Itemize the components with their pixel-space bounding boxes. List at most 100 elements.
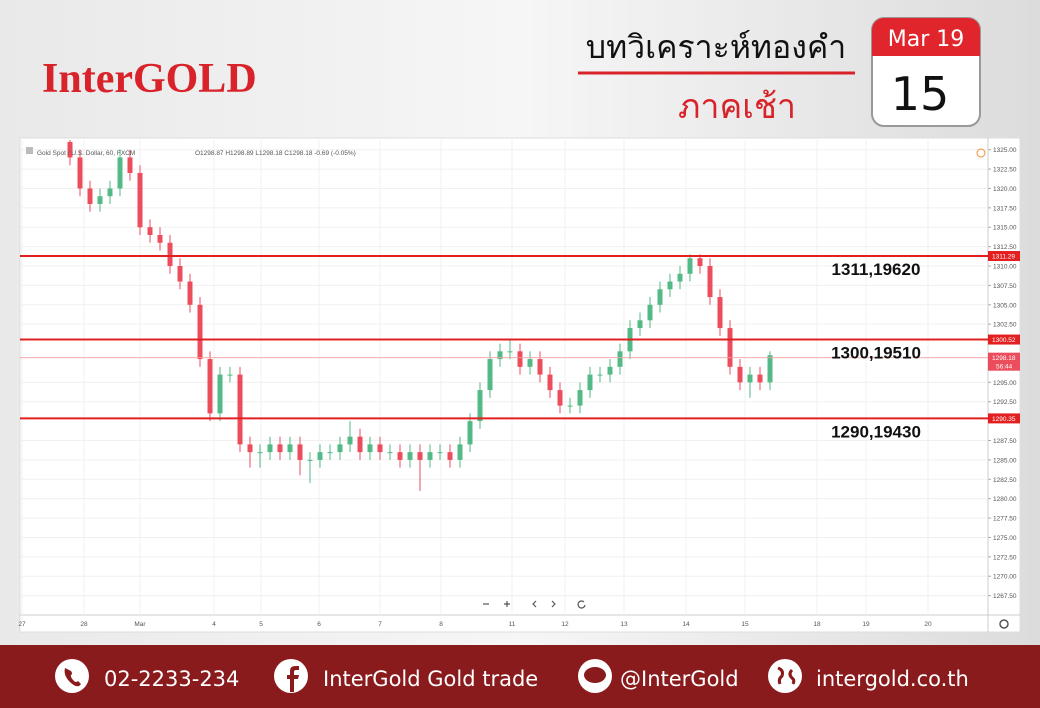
footer xyxy=(0,645,1040,708)
candle-body xyxy=(97,196,103,204)
level-note: 1311,19620 xyxy=(832,260,921,279)
candle-body xyxy=(337,444,343,453)
x-tick-label: 20 xyxy=(924,621,932,628)
level-badge xyxy=(988,413,1020,424)
candle-body xyxy=(67,141,73,158)
x-tick-label: 12 xyxy=(561,621,569,628)
y-tick-label: 1295.00 xyxy=(993,380,1017,387)
candle-body xyxy=(417,452,423,460)
x-tick-label: 13 xyxy=(620,621,628,628)
alert-icon xyxy=(976,148,986,158)
y-tick-label: 1312.50 xyxy=(993,244,1017,251)
y-tick-label: 1267.50 xyxy=(993,593,1017,600)
candle-body xyxy=(307,459,313,461)
y-tick-label: 1307.50 xyxy=(993,283,1017,290)
candle-body xyxy=(317,452,323,460)
candle-body xyxy=(287,444,293,453)
candle-body xyxy=(387,452,393,454)
globe-glyph xyxy=(777,666,796,685)
candle-body xyxy=(257,452,263,454)
candle-body xyxy=(737,366,743,383)
level-badge xyxy=(988,251,1020,262)
line: @InterGold xyxy=(620,667,739,691)
y-tick-label: 1270.00 xyxy=(993,574,1017,581)
y-tick-label: 1315.00 xyxy=(993,225,1017,232)
zoom-in[interactable] xyxy=(504,601,510,607)
candle-body xyxy=(267,444,273,453)
candle-body xyxy=(527,359,533,367)
candle-body xyxy=(457,444,463,460)
level-badge-label: 1311.29 xyxy=(992,254,1015,261)
symbol-icon xyxy=(26,147,33,154)
candle-body xyxy=(467,421,473,445)
ohlc-text: O1298.87 H1298.89 L1298.18 C1298.18 -0.6… xyxy=(195,150,356,157)
x-tick-label: 19 xyxy=(862,621,870,628)
y-tick-label: 1310.00 xyxy=(993,264,1017,271)
candle-body xyxy=(677,273,683,282)
phone-glyph xyxy=(64,668,81,687)
level-badge-label: 1300.52 xyxy=(992,337,1016,344)
scroll-left[interactable] xyxy=(532,600,537,608)
toolbar[interactable] xyxy=(483,600,586,609)
candle-body xyxy=(227,374,233,376)
x-tick-label: 11 xyxy=(509,621,516,628)
candle-body xyxy=(497,351,503,360)
candle-body xyxy=(617,351,623,367)
x-tick-label: Mar xyxy=(134,621,146,628)
candle-body xyxy=(587,374,593,391)
candle-body xyxy=(277,444,283,453)
x-tick-label: 4 xyxy=(212,621,216,628)
logo: InterGOLD xyxy=(42,56,257,102)
candle-body xyxy=(247,444,253,453)
candle-body xyxy=(567,405,573,407)
y-tick-label: 1277.50 xyxy=(993,516,1017,523)
y-tick-label: 1285.00 xyxy=(993,457,1017,464)
candle-body xyxy=(127,157,133,173)
x-tick-label: 18 xyxy=(813,621,821,628)
candle-body xyxy=(657,289,663,305)
candle-body xyxy=(87,188,93,204)
calendar-top xyxy=(872,18,980,56)
candle-body xyxy=(407,452,413,460)
y-tick-label: 1287.50 xyxy=(993,438,1017,445)
level-badge xyxy=(988,334,1020,345)
candle-body xyxy=(537,359,543,375)
candle-body xyxy=(197,304,203,360)
scroll-right[interactable] xyxy=(551,600,556,608)
candle-body xyxy=(577,390,583,406)
facebook: InterGold Gold trade xyxy=(323,667,538,691)
y-tick-label: 1325.00 xyxy=(993,147,1017,154)
level-badge-label: 1290.35 xyxy=(992,416,1016,423)
phone: 02-2233-234 xyxy=(104,667,239,691)
settings[interactable] xyxy=(999,619,1009,629)
candle-body xyxy=(377,444,383,453)
candle-body xyxy=(687,258,693,274)
candle-body xyxy=(557,390,563,406)
candle-body xyxy=(647,304,653,321)
candle-body xyxy=(767,355,773,383)
symbol: Gold Spot / U.S. Dollar, 60, FXCM xyxy=(37,150,135,157)
x-tick-label: 7 xyxy=(378,621,382,628)
candle-body xyxy=(177,266,183,282)
y-tick-label: 1272.50 xyxy=(993,554,1017,561)
candle-body xyxy=(147,227,153,235)
y-tick-label: 1280.00 xyxy=(993,496,1017,503)
x-tick-label: 6 xyxy=(317,621,321,628)
level-note: 1300,19510 xyxy=(831,344,921,363)
website: intergold.co.th xyxy=(816,667,969,691)
chart-frame xyxy=(19,137,1021,633)
y-tick-label: 1305.00 xyxy=(993,302,1017,309)
last-price-label: 1298.18 xyxy=(992,355,1016,362)
reset[interactable] xyxy=(577,600,586,609)
candle-body xyxy=(597,374,603,376)
title: บทวิเคราะห์ทองคำ xyxy=(586,28,846,66)
candle-body xyxy=(297,444,303,460)
candle-body xyxy=(717,297,723,329)
candle-body xyxy=(167,242,173,267)
candle-body xyxy=(707,266,713,298)
candle-body xyxy=(667,281,673,290)
y-tick-label: 1322.50 xyxy=(993,167,1017,174)
candle-body xyxy=(517,351,523,367)
y-tick-label: 1292.50 xyxy=(993,399,1017,406)
